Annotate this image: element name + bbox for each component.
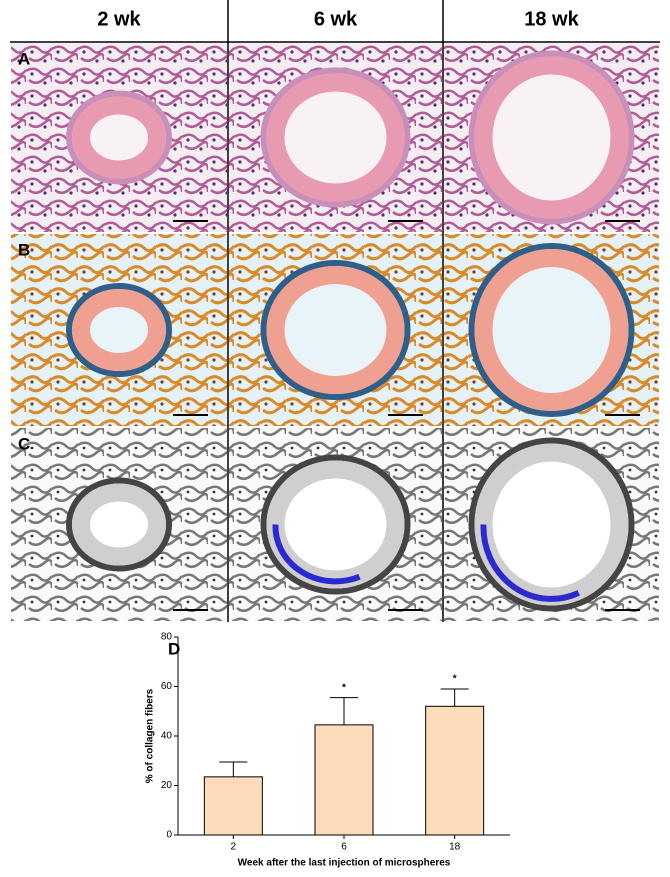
y-tick-label: 20 [161,780,173,791]
vessel-adventitia [468,243,635,417]
x-tick-label: 6 [341,842,347,853]
column-header: 18 wk [524,8,579,30]
x-tick-label: 18 [449,842,461,853]
vessel-wall [72,96,166,179]
bar [425,705,485,836]
vessel-wall [474,249,629,411]
significance-mark: * [342,682,346,693]
column-header: 6 wk [314,8,358,30]
collagen [272,524,361,585]
vessel-wall [266,266,405,394]
micrograph [11,234,227,426]
vessel-wall [474,56,629,219]
micrograph [444,234,659,426]
micrograph [444,428,659,621]
y-tick-label: 60 [161,681,173,692]
micrograph [11,428,227,621]
vessel-wall [72,483,166,566]
vessel-wall [266,73,405,202]
x-axis-title: Week after the last injection of microsp… [238,858,451,869]
y-axis-title: % of collagen fibers [145,688,156,783]
y-tick-label: 40 [161,731,173,742]
micrograph [229,428,442,621]
micrograph [229,234,442,426]
row-label: C [18,434,30,453]
vessel-wall [72,289,166,371]
y-tick-label: 0 [166,830,172,841]
column-header: 2 wk [97,8,141,30]
significance-mark: * [453,674,457,685]
vessel-adventitia [468,50,635,225]
micrograph [444,43,659,232]
bar [314,724,374,836]
micrograph [11,43,227,232]
vessel-adventitia [468,437,635,612]
bar [203,776,263,836]
panel-label: D [168,639,180,658]
micrograph [229,43,442,232]
y-tick-label: 80 [161,632,173,643]
panel-frame [10,0,660,622]
collagen [480,524,580,602]
row-label: B [18,240,30,259]
row-label: A [18,49,30,68]
x-tick-label: 2 [231,842,237,853]
